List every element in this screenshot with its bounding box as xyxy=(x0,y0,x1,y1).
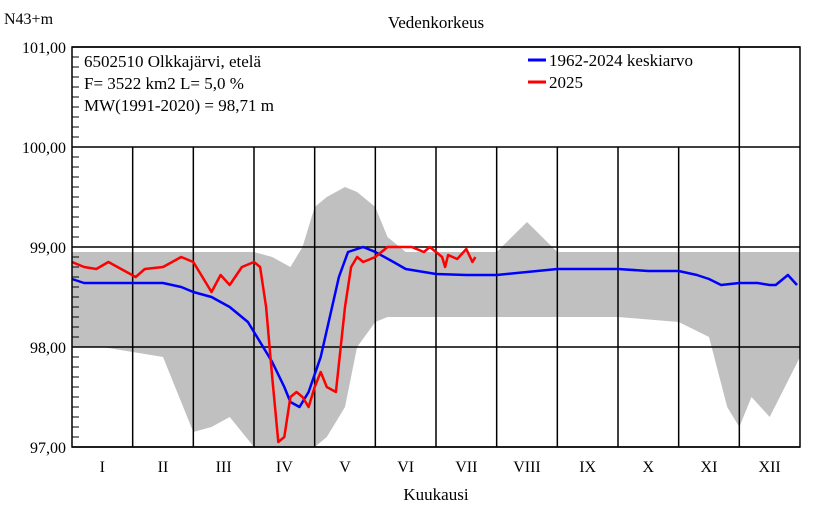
x-tick-label: XI xyxy=(701,459,718,476)
legend-label: 1962-2024 keskiarvo xyxy=(549,51,693,70)
x-tick-label: VI xyxy=(397,459,414,476)
y-axis-unit-label: N43+m xyxy=(4,11,54,28)
x-tick-label: V xyxy=(339,459,351,476)
x-axis-label: Kuukausi xyxy=(403,485,468,504)
y-tick-label: 101,00 xyxy=(22,40,66,57)
x-tick-label: VII xyxy=(455,459,477,476)
x-tick-label: IX xyxy=(579,459,596,476)
x-tick-label: VIII xyxy=(513,459,541,476)
plot-frame xyxy=(71,46,801,448)
station-info-line: MW(1991-2020) = 98,71 m xyxy=(84,96,274,115)
x-tick-label: IV xyxy=(276,459,293,476)
y-tick-label: 98,00 xyxy=(30,340,66,357)
station-info-line: 6502510 Olkkajärvi, etelä xyxy=(84,52,261,71)
legend-label: 2025 xyxy=(549,73,583,92)
series-line xyxy=(71,245,798,409)
station-info-line: F= 3522 km2 L= 5,0 % xyxy=(84,74,244,93)
x-tick-label: XII xyxy=(759,459,781,476)
series-line xyxy=(71,245,477,444)
x-tick-label: II xyxy=(158,459,169,476)
x-tick-label: X xyxy=(643,459,655,476)
chart-title: Vedenkorkeus xyxy=(388,13,484,32)
y-tick-label: 97,00 xyxy=(30,440,66,457)
x-tick-label: III xyxy=(216,459,232,476)
y-tick-label: 100,00 xyxy=(22,140,66,157)
x-tick-label: I xyxy=(100,459,105,476)
y-tick-label: 99,00 xyxy=(30,240,66,257)
